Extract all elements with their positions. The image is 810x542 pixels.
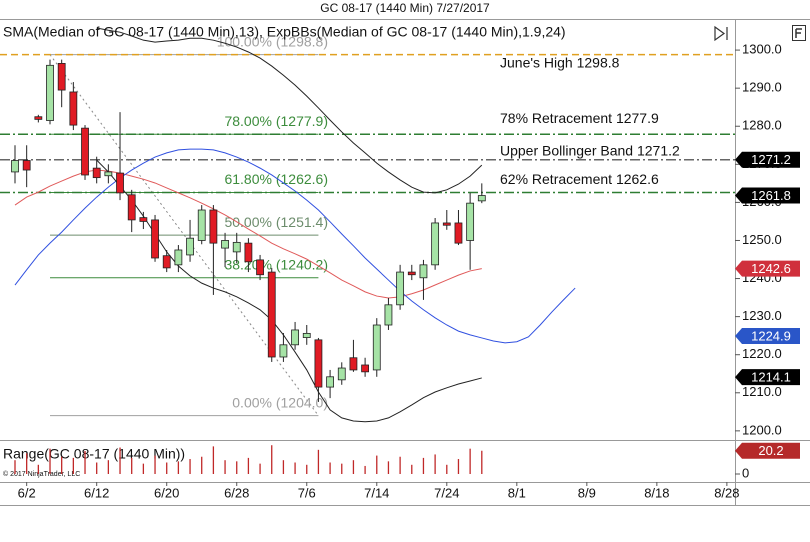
candle-body	[69, 91, 78, 126]
price-tag	[735, 260, 800, 277]
candle-body	[407, 271, 416, 276]
x-tick-label: 7/6	[298, 485, 316, 500]
fib-label: 38.20% (1240.2)	[224, 256, 328, 272]
x-tick-label: 6/12	[84, 485, 109, 500]
fib-label: 0.00% (1204.0)	[232, 394, 328, 410]
candle-body	[104, 171, 113, 177]
candle-body	[197, 209, 206, 241]
y-tick-label: 0	[742, 465, 749, 480]
indicator-line	[96, 27, 483, 194]
y-tick-label: 1250.0	[742, 232, 782, 247]
candle-body	[244, 242, 253, 263]
x-tick-label: 7/14	[364, 485, 389, 500]
candle-body	[11, 160, 19, 173]
x-tick-label: 6/20	[154, 485, 179, 500]
chart-header: SMA(Median of GC 08-17 (1440 Min),13), E…	[3, 24, 566, 40]
price-tag-label: 20.2	[758, 443, 783, 458]
window-title: GC 08-17 (1440 Min) 7/27/2017	[320, 1, 490, 15]
annotation: Upper Bollinger Band 1271.2	[500, 142, 680, 158]
candle-body	[349, 357, 358, 371]
play-icon[interactable]	[714, 25, 728, 42]
price-tag	[735, 151, 800, 168]
candle-body	[454, 222, 463, 244]
candle-body	[221, 240, 229, 249]
candle-body	[139, 217, 148, 222]
candle-body	[314, 339, 323, 388]
annotation: June's High 1298.8	[500, 54, 620, 70]
candle-body	[396, 271, 405, 306]
annotation: 62% Retracement 1262.6	[500, 171, 659, 187]
candle-body	[34, 116, 43, 120]
range-header: Range(GC 08-17 (1440 Min))	[3, 446, 185, 462]
price-tag	[735, 328, 800, 345]
f-icon[interactable]	[792, 25, 806, 41]
candle-body	[279, 344, 288, 358]
fib-label: 100.00% (1298.8)	[217, 33, 328, 49]
candle-body	[431, 222, 440, 266]
candle-body	[127, 194, 136, 221]
price-tag-label: 1242.6	[751, 261, 791, 276]
candle-body	[337, 367, 346, 381]
fib-label: 61.80% (1262.6)	[224, 171, 328, 187]
x-tick-label: 8/9	[578, 485, 596, 500]
candle-body	[361, 364, 370, 373]
price-tag-label: 1271.2	[751, 152, 791, 167]
y-tick-label: 1230.0	[742, 308, 782, 323]
candle-body	[419, 264, 428, 279]
candle-body	[291, 329, 299, 346]
candle-body	[81, 127, 89, 176]
y-tick-label: 1200.0	[742, 422, 782, 437]
candle-body	[22, 160, 31, 171]
y-tick-label: 1280.0	[742, 118, 782, 133]
copyright: © 2017 NinjaTrader, LLC	[3, 470, 80, 478]
x-tick-label: 8/1	[508, 485, 526, 500]
price-tag	[735, 187, 800, 204]
candle-body	[116, 172, 124, 194]
candle-body	[174, 249, 183, 266]
candle-body	[326, 376, 334, 388]
candle-body	[372, 324, 381, 371]
candle-body	[442, 222, 451, 226]
x-tick-label: 7/24	[434, 485, 459, 500]
candle-body	[92, 167, 101, 179]
candle-body	[384, 304, 393, 326]
y-tick-label: 1210.0	[742, 384, 782, 399]
x-tick-label: 8/18	[644, 485, 669, 500]
candle-body	[57, 63, 66, 91]
y-tick-label: 1220.0	[742, 346, 782, 361]
price-tag-label: 1214.1	[751, 370, 791, 385]
fib-label: 50.00% (1251.4)	[224, 214, 328, 230]
price-tag	[735, 442, 800, 459]
y-tick-label: 1300.0	[742, 42, 782, 57]
candle-body	[151, 219, 159, 259]
candle-body	[477, 195, 486, 202]
price-tag	[735, 369, 800, 386]
price-tag-label: 1224.9	[751, 328, 791, 343]
indicator-line	[14, 148, 576, 344]
candle-body	[302, 332, 311, 338]
annotation: 78% Retracement 1277.9	[500, 110, 659, 126]
candle-body	[256, 259, 264, 276]
y-tick-label: 1290.0	[742, 80, 782, 95]
x-tick-label: 6/2	[18, 485, 36, 500]
candle-body	[267, 271, 276, 358]
x-tick-label: 8/28	[714, 485, 739, 500]
price-plot: 100.00% (1298.8) 78.00% (1277.9) 61.80% (1…	[0, 27, 735, 423]
price-tag-label: 1261.8	[751, 188, 791, 203]
candle-body	[209, 209, 218, 244]
candle-body	[162, 255, 171, 269]
candle-body	[186, 237, 194, 256]
candle-body	[232, 241, 241, 253]
candle-body	[46, 64, 54, 121]
fib-label: 78.00% (1277.9)	[224, 113, 328, 129]
x-tick-label: 6/28	[224, 485, 249, 500]
indicator-line	[96, 159, 482, 423]
candle-body	[466, 202, 475, 241]
